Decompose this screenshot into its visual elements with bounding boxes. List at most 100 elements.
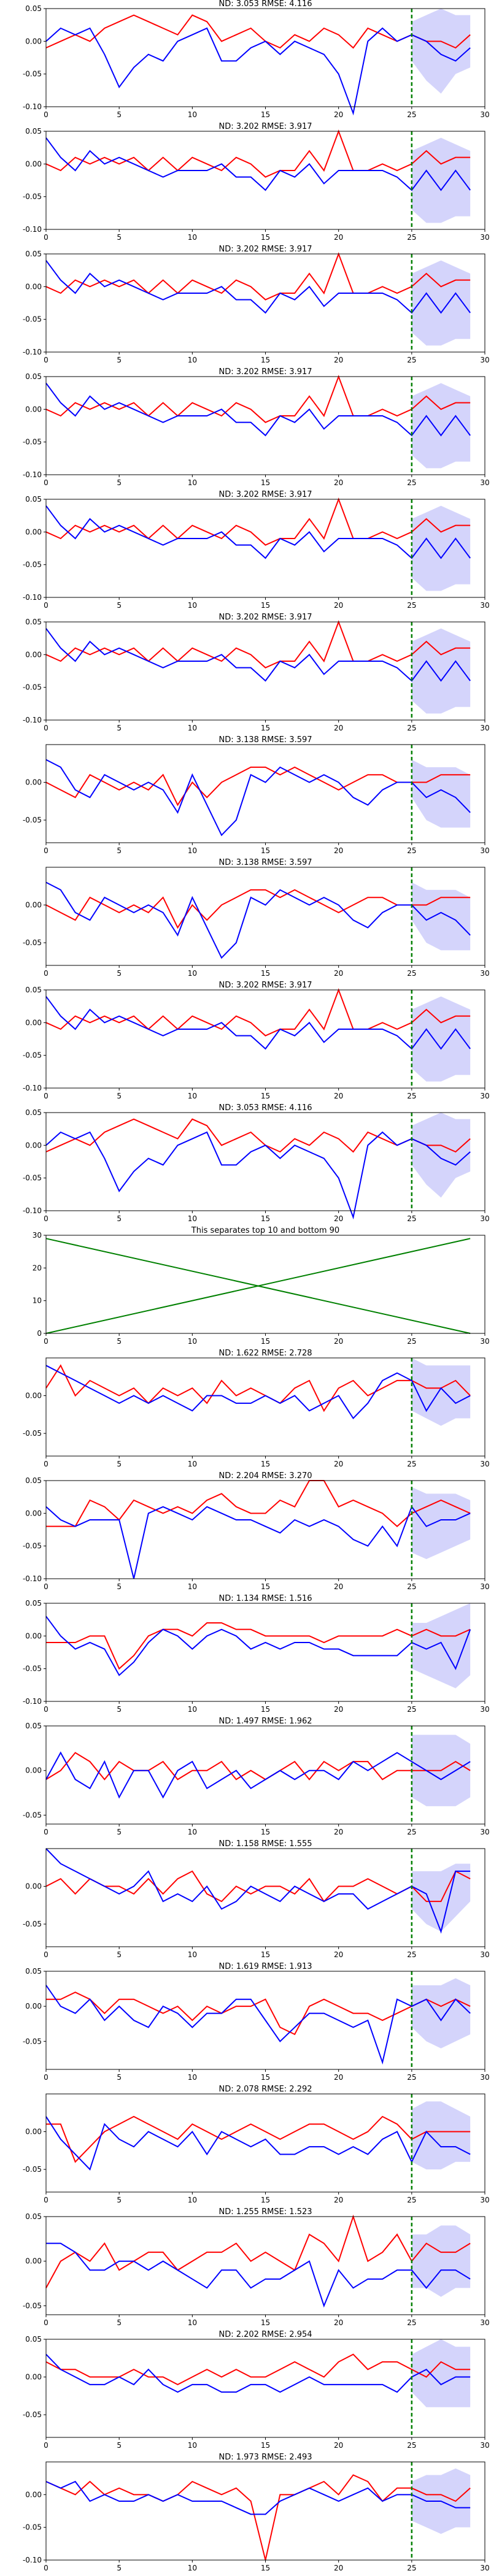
y-tick-label: 0.05 [25, 127, 42, 136]
x-tick-label: 15 [261, 2196, 270, 2204]
x-tick-label: 0 [44, 478, 48, 487]
x-tick-label: 30 [480, 969, 489, 978]
y-tick-label: 0.00 [25, 2490, 42, 2499]
x-tick-label: 10 [188, 969, 197, 978]
x-tick-label: 5 [117, 2196, 122, 2204]
chart-title: ND: 2.202 RMSE: 2.954 [218, 2330, 312, 2339]
series-line-blue [45, 1365, 471, 1420]
y-tick-label: 30 [33, 1231, 42, 1240]
x-tick-label: 5 [117, 969, 122, 978]
x-tick-label: 10 [188, 478, 197, 487]
x-tick-label: 30 [480, 2073, 489, 2082]
chart-title: ND: 3.202 RMSE: 3.917 [218, 367, 312, 377]
x-tick-label: 25 [407, 1582, 416, 1591]
x-tick-label: 25 [407, 1828, 416, 1836]
x-tick-label: 5 [117, 1705, 122, 1714]
x-tick-label: 0 [44, 969, 48, 978]
series-line-red [45, 1752, 471, 1781]
x-tick-label: 0 [44, 1092, 48, 1100]
series-line-blue [45, 2116, 471, 2171]
x-tick-label: 0 [44, 2564, 48, 2572]
x-tick-label: 5 [117, 1214, 122, 1223]
series-line-red [45, 1364, 471, 1413]
y-tick-label: -0.10 [23, 716, 42, 724]
chart-panel-9: ND: 3.202 RMSE: 3.917 0 5 10 15 20 25 30 -0.10 -0… [23, 981, 490, 1100]
x-tick-label: 10 [188, 846, 197, 855]
x-tick-label: 0 [44, 2441, 48, 2450]
x-tick-label: 20 [334, 1092, 343, 1100]
y-tick-label: 0.00 [25, 1141, 42, 1149]
x-tick-label: 25 [407, 1214, 416, 1223]
x-tick-label: 30 [480, 2318, 489, 2327]
x-tick-label: 15 [261, 1705, 270, 1714]
y-tick-label: -0.05 [23, 683, 42, 692]
chart-panel-12: ND: 1.622 RMSE: 2.728 0 5 10 15 20 25 30 -0.05 0.… [23, 1349, 490, 1468]
x-tick-label: 10 [188, 2073, 197, 2082]
x-tick-label: 10 [188, 2441, 197, 2450]
chart-panel-19: ND: 1.255 RMSE: 1.523 0 5 10 15 20 25 30 -0.05 0.… [23, 2207, 490, 2327]
x-tick-label: 0 [44, 1337, 48, 1346]
uncertainty-band [411, 882, 471, 951]
series-line-red [45, 497, 471, 546]
uncertainty-band [411, 759, 471, 828]
x-tick-label: 0 [44, 1828, 48, 1836]
uncertainty-band [411, 137, 471, 223]
x-tick-label: 0 [44, 1950, 48, 1959]
x-tick-label: 20 [334, 2564, 343, 2572]
chart-panel-5: ND: 3.202 RMSE: 3.917 0 5 10 15 20 25 30 -0.10 -0… [23, 490, 490, 610]
chart-title: ND: 1.158 RMSE: 1.555 [218, 1839, 312, 1849]
x-tick-label: 5 [117, 2318, 122, 2327]
y-tick-label: -0.05 [23, 2523, 42, 2532]
x-tick-label: 15 [261, 1828, 270, 1836]
y-tick-label: 0.05 [25, 2335, 42, 2344]
uncertainty-band [411, 2225, 471, 2297]
y-tick-label: 10 [33, 1297, 42, 1305]
x-tick-label: 0 [44, 846, 48, 855]
series-line-blue [45, 628, 471, 682]
chart-title: ND: 1.134 RMSE: 1.516 [218, 1594, 312, 1603]
x-tick-label: 30 [480, 356, 489, 364]
x-tick-label: 15 [261, 1460, 270, 1468]
series-line-blue [45, 27, 471, 116]
series-line-blue [45, 759, 471, 837]
chart-panel-8: ND: 3.138 RMSE: 3.597 0 5 10 15 20 25 30 -0.05 0.… [23, 858, 490, 978]
x-tick-label: 5 [117, 1460, 122, 1468]
x-tick-label: 20 [334, 1460, 343, 1468]
y-tick-label: 0.00 [25, 2128, 42, 2136]
y-tick-label: 0.05 [25, 2212, 42, 2221]
series-line-blue [45, 2353, 471, 2393]
x-tick-label: 0 [44, 233, 48, 242]
x-tick-label: 10 [188, 2318, 197, 2327]
x-tick-label: 25 [407, 478, 416, 487]
chart-panel-20: ND: 2.202 RMSE: 2.954 0 5 10 15 20 25 30 -0.05 0.… [23, 2330, 490, 2450]
x-tick-label: 25 [407, 601, 416, 610]
x-tick-label: 30 [480, 1582, 489, 1591]
y-tick-label: -0.05 [23, 438, 42, 447]
uncertainty-band [411, 996, 471, 1082]
x-tick-label: 15 [261, 110, 270, 119]
x-tick-label: 5 [117, 2564, 122, 2572]
x-tick-label: 30 [480, 1337, 489, 1346]
x-tick-label: 5 [117, 2073, 122, 2082]
x-tick-label: 30 [480, 846, 489, 855]
chart-title: This separates top 10 and bottom 90 [191, 1226, 339, 1235]
series-line-red [46, 2115, 471, 2163]
series-line-red [45, 14, 471, 49]
y-tick-label: -0.05 [23, 938, 42, 947]
x-tick-label: 10 [188, 1092, 197, 1100]
y-tick-label: -0.10 [23, 102, 42, 111]
y-tick-label: -0.05 [23, 1665, 42, 1673]
series-line-red [45, 766, 471, 807]
x-tick-label: 25 [407, 846, 416, 855]
series-line-red [45, 252, 471, 301]
x-tick-label: 0 [44, 1460, 48, 1468]
chart-panel-7: ND: 3.138 RMSE: 3.597 0 5 10 15 20 25 30 -0.05 0.… [23, 735, 490, 855]
chart-panel-16: ND: 1.158 RMSE: 1.555 0 5 10 15 20 25 30 -0.05 0.… [23, 1839, 490, 1959]
series-line-blue [45, 996, 471, 1050]
series-line-red [45, 620, 471, 669]
x-tick-label: 20 [334, 846, 343, 855]
x-tick-label: 25 [407, 1460, 416, 1468]
separator-line-2 [45, 1238, 471, 1334]
x-tick-label: 0 [44, 724, 48, 732]
x-tick-label: 10 [188, 1950, 197, 1959]
